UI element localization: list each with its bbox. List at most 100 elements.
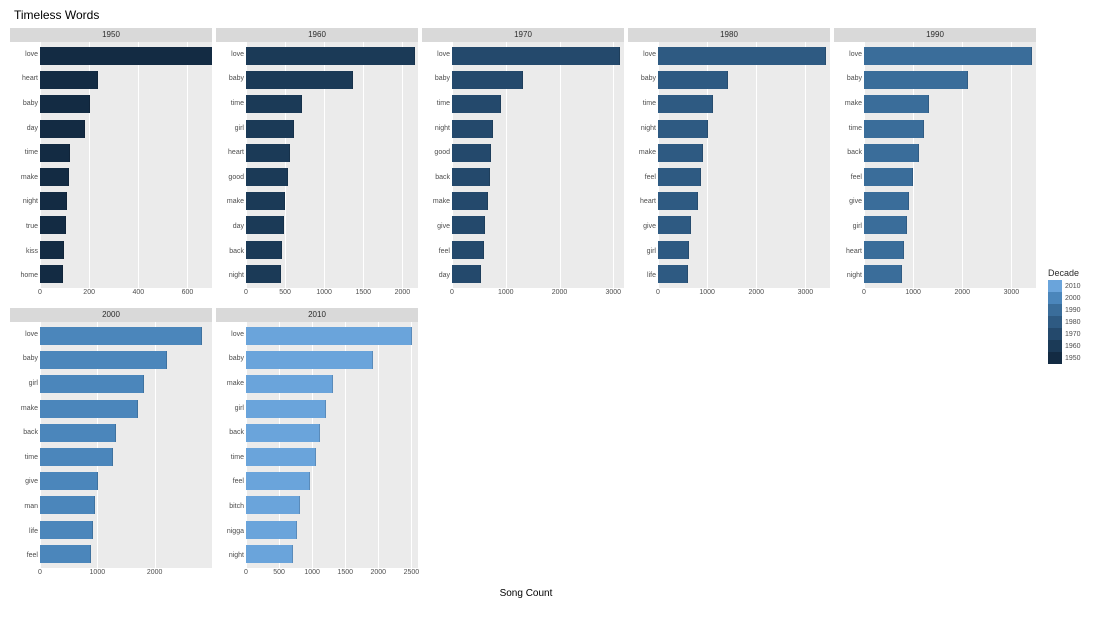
bar <box>864 71 968 89</box>
x-axis-spacer <box>834 288 864 304</box>
facets-and-xlabel: 1950loveheartbabydaytimemakenighttruekis… <box>10 28 1042 599</box>
facet-strip: 2000 <box>10 308 212 322</box>
bar <box>864 241 904 259</box>
bar <box>658 168 701 186</box>
y-axis-labels: lovebabytimegirlheartgoodmakedaybacknigh… <box>216 42 246 288</box>
bars-wrap <box>452 42 624 288</box>
x-tick-label: 1000 <box>90 569 106 576</box>
y-tick-label: girl <box>29 380 38 387</box>
x-tick-label: 1000 <box>304 569 320 576</box>
bar <box>452 47 620 65</box>
bar <box>246 120 294 138</box>
y-tick-label: feel <box>439 248 450 255</box>
x-axis-spacer <box>216 568 246 584</box>
bar <box>246 327 412 345</box>
bar <box>246 375 333 393</box>
y-tick-label: make <box>227 198 244 205</box>
x-tick-label: 0 <box>38 569 42 576</box>
y-tick-label: night <box>229 552 244 559</box>
y-tick-label: time <box>643 100 656 107</box>
y-tick-label: kiss <box>26 248 38 255</box>
bar <box>452 144 491 162</box>
x-ticks: 0100020003000 <box>864 288 1036 304</box>
x-tick-label: 600 <box>182 289 194 296</box>
y-tick-label: day <box>233 223 244 230</box>
bar <box>40 47 212 65</box>
x-tick-label: 2000 <box>147 569 163 576</box>
y-tick-label: make <box>227 380 244 387</box>
bar <box>658 71 728 89</box>
bar <box>40 545 91 563</box>
y-axis-labels: lovebabytimenightgoodbackmakegivefeelday <box>422 42 452 288</box>
legend-swatch <box>1048 280 1062 292</box>
x-ticks: 0500100015002000 <box>246 288 418 304</box>
bar <box>246 95 302 113</box>
y-tick-label: love <box>25 331 38 338</box>
facet-strip: 2010 <box>216 308 418 322</box>
x-tick-label: 2000 <box>552 289 568 296</box>
legend-row: 1990 <box>1048 304 1100 316</box>
bar <box>40 216 66 234</box>
legend-label: 1980 <box>1065 319 1081 326</box>
x-tick-label: 2000 <box>371 569 387 576</box>
bar <box>40 472 98 490</box>
y-tick-label: night <box>435 125 450 132</box>
legend-swatch <box>1048 292 1062 304</box>
plot-row: lovebabymaketimebackfeelgivegirlheartnig… <box>834 42 1036 288</box>
x-tick-label: 1000 <box>498 289 514 296</box>
bar <box>246 192 285 210</box>
plot-row: lovebabygirlmakebacktimegivemanlifefeel <box>10 322 212 568</box>
y-tick-label: baby <box>229 75 244 82</box>
y-tick-label: give <box>849 198 862 205</box>
y-tick-label: love <box>643 51 656 58</box>
bar <box>452 71 523 89</box>
bar <box>40 351 167 369</box>
bar <box>246 216 284 234</box>
legend: Decade 1950196019701980199020002010 <box>1048 268 1100 364</box>
legend-row: 1980 <box>1048 316 1100 328</box>
y-tick-label: feel <box>851 174 862 181</box>
plot-row: lovebabymakegirlbacktimefeelbitchniggani… <box>216 322 418 568</box>
y-tick-label: time <box>231 454 244 461</box>
bar <box>246 168 288 186</box>
bar <box>40 521 93 539</box>
x-tick-label: 0 <box>38 289 42 296</box>
bar <box>452 168 490 186</box>
bar <box>40 144 70 162</box>
x-tick-label: 1000 <box>905 289 921 296</box>
bar <box>864 265 902 283</box>
facet-strip: 1950 <box>10 28 212 42</box>
y-tick-label: love <box>437 51 450 58</box>
x-tick-label: 500 <box>279 289 291 296</box>
legend-scale: 1950196019701980199020002010 <box>1048 280 1100 364</box>
bar <box>40 192 67 210</box>
legend-label: 1970 <box>1065 331 1081 338</box>
bar <box>40 496 95 514</box>
legend-title: Decade <box>1048 268 1100 278</box>
facet-panel: loveheartbabydaytimemakenighttruekisshom… <box>10 42 212 304</box>
y-tick-label: feel <box>645 174 656 181</box>
x-tick-label: 0 <box>450 289 454 296</box>
x-tick-label: 0 <box>244 289 248 296</box>
y-tick-label: make <box>845 100 862 107</box>
bar <box>864 168 913 186</box>
bar <box>864 120 924 138</box>
y-tick-label: girl <box>647 248 656 255</box>
legend-row: 2010 <box>1048 280 1100 292</box>
bar <box>246 400 326 418</box>
y-axis-labels: loveheartbabydaytimemakenighttruekisshom… <box>10 42 40 288</box>
y-tick-label: baby <box>847 75 862 82</box>
x-axis-row: 0200400600 <box>10 288 212 304</box>
x-tick-label: 3000 <box>1004 289 1020 296</box>
bar <box>246 496 300 514</box>
x-tick-label: 1000 <box>699 289 715 296</box>
facet-1970: 1970lovebabytimenightgoodbackmakegivefee… <box>422 28 624 304</box>
x-axis-row: 0 1000 2000 <box>10 568 212 584</box>
x-axis-row: 05001000150020002500 <box>216 568 418 584</box>
facet-strip: 1980 <box>628 28 830 42</box>
legend-swatch <box>1048 328 1062 340</box>
y-tick-label: heart <box>640 198 656 205</box>
chart-page: Timeless Words 1950loveheartbabydaytimem… <box>0 0 1110 625</box>
legend-swatch <box>1048 352 1062 364</box>
plot-area <box>246 322 418 568</box>
